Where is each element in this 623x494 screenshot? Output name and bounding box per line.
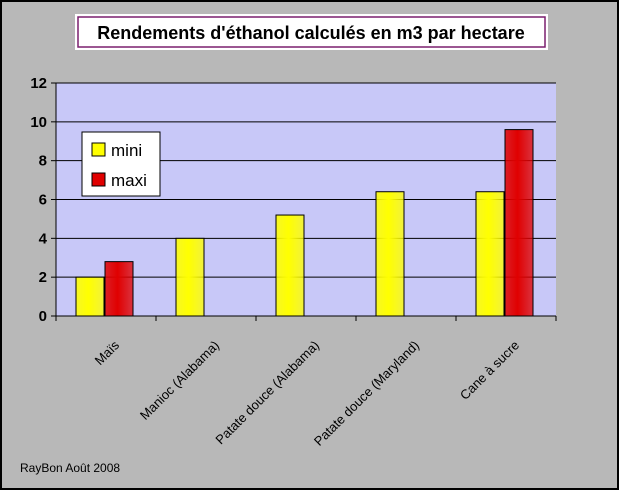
legend-swatch-mini (91, 142, 106, 157)
y-tick-label: 0 (39, 308, 47, 325)
x-category-label: Patate douce (Maryland) (311, 338, 422, 449)
bar-mini (75, 276, 105, 317)
bar-maxi (104, 261, 134, 317)
y-tick-label: 12 (30, 75, 47, 92)
bar-mini (475, 191, 505, 317)
legend-swatch-maxi (91, 172, 106, 187)
legend-label-maxi: maxi (111, 171, 147, 190)
y-tick-label: 8 (39, 153, 47, 170)
bar-mini (375, 191, 405, 317)
y-tick-label: 6 (39, 192, 47, 209)
x-category-label: Cane à sucre (457, 338, 522, 403)
bar-mini (175, 237, 205, 317)
y-tick-label: 4 (39, 230, 48, 247)
x-category-label: Maïs (92, 337, 123, 368)
legend-label-mini: mini (111, 141, 142, 160)
bar-maxi (504, 129, 534, 317)
x-category-label: Manioc (Alabama) (137, 338, 222, 423)
legend: mini maxi (81, 131, 161, 197)
footer-credit: RayBon Août 2008 (20, 461, 120, 475)
chart-title: Rendements d'éthanol calculés en m3 par … (97, 23, 524, 43)
y-tick-label: 2 (39, 269, 47, 286)
x-category-label: Patate douce (Alabama) (212, 338, 322, 448)
chart-title-box (75, 14, 548, 50)
bar-mini (275, 214, 305, 317)
chart-title-border (77, 16, 546, 48)
y-tick-label: 10 (30, 114, 47, 131)
